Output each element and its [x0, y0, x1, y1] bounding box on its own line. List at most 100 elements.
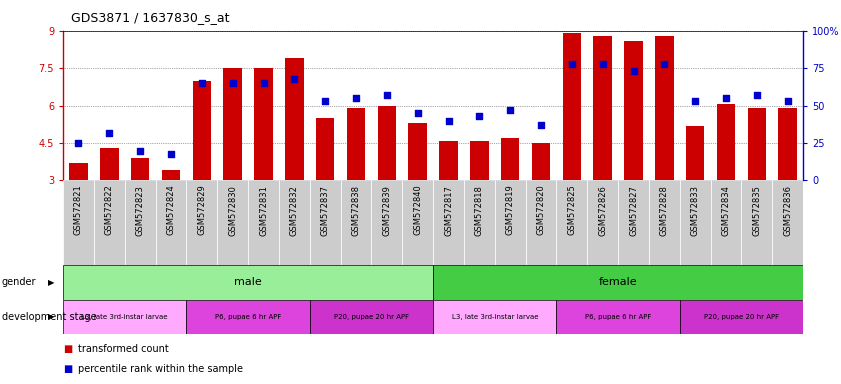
Bar: [316, 118, 335, 180]
Text: GSM572822: GSM572822: [105, 185, 114, 235]
Text: GSM572831: GSM572831: [259, 185, 268, 235]
Point: [164, 151, 177, 157]
Text: percentile rank within the sample: percentile rank within the sample: [78, 364, 243, 374]
Bar: [254, 68, 272, 180]
FancyBboxPatch shape: [680, 300, 803, 334]
FancyBboxPatch shape: [526, 180, 557, 265]
FancyBboxPatch shape: [680, 180, 711, 265]
Point: [596, 61, 610, 67]
Bar: [131, 158, 150, 180]
FancyBboxPatch shape: [464, 180, 495, 265]
Text: GSM572836: GSM572836: [783, 185, 792, 236]
FancyBboxPatch shape: [587, 180, 618, 265]
Point: [257, 80, 270, 86]
FancyBboxPatch shape: [557, 300, 680, 334]
Text: female: female: [599, 277, 637, 287]
Point: [781, 98, 795, 104]
Text: GSM572818: GSM572818: [475, 185, 484, 235]
FancyBboxPatch shape: [711, 180, 742, 265]
Text: GSM572827: GSM572827: [629, 185, 638, 235]
Text: transformed count: transformed count: [78, 344, 169, 354]
Text: GSM572820: GSM572820: [537, 185, 546, 235]
FancyBboxPatch shape: [557, 180, 587, 265]
FancyBboxPatch shape: [217, 180, 248, 265]
Point: [658, 61, 671, 67]
Text: GSM572830: GSM572830: [228, 185, 237, 235]
Point: [319, 98, 332, 104]
Text: GSM572837: GSM572837: [320, 185, 330, 236]
Text: ■: ■: [63, 364, 72, 374]
Text: development stage: development stage: [2, 312, 97, 322]
FancyBboxPatch shape: [187, 300, 309, 334]
Bar: [100, 148, 119, 180]
Text: P20, pupae 20 hr APF: P20, pupae 20 hr APF: [704, 314, 779, 320]
FancyBboxPatch shape: [742, 180, 772, 265]
Bar: [193, 81, 211, 180]
FancyBboxPatch shape: [94, 180, 124, 265]
Point: [689, 98, 702, 104]
Text: GDS3871 / 1637830_s_at: GDS3871 / 1637830_s_at: [71, 12, 230, 25]
Bar: [779, 108, 797, 180]
Bar: [563, 33, 581, 180]
FancyBboxPatch shape: [341, 180, 372, 265]
Point: [226, 80, 240, 86]
FancyBboxPatch shape: [433, 180, 464, 265]
Text: GSM572834: GSM572834: [722, 185, 731, 235]
Point: [750, 92, 764, 98]
FancyBboxPatch shape: [63, 300, 187, 334]
Text: GSM572832: GSM572832: [290, 185, 299, 235]
Point: [134, 147, 147, 154]
Text: ■: ■: [63, 344, 72, 354]
FancyBboxPatch shape: [156, 180, 187, 265]
Bar: [748, 108, 766, 180]
Text: GSM572824: GSM572824: [167, 185, 176, 235]
Bar: [532, 143, 550, 180]
Point: [473, 113, 486, 119]
Text: GSM572823: GSM572823: [135, 185, 145, 235]
Bar: [409, 123, 427, 180]
FancyBboxPatch shape: [187, 180, 217, 265]
Point: [411, 110, 425, 116]
Bar: [161, 170, 180, 180]
Text: ▶: ▶: [48, 278, 55, 287]
Text: P6, pupae 6 hr APF: P6, pupae 6 hr APF: [215, 314, 281, 320]
Point: [719, 95, 733, 101]
Point: [627, 68, 640, 74]
FancyBboxPatch shape: [279, 180, 309, 265]
FancyBboxPatch shape: [248, 180, 279, 265]
Bar: [378, 106, 396, 180]
Text: GSM572835: GSM572835: [753, 185, 761, 235]
Text: GSM572833: GSM572833: [690, 185, 700, 236]
FancyBboxPatch shape: [124, 180, 156, 265]
Point: [195, 80, 209, 86]
Bar: [717, 104, 735, 180]
Bar: [624, 41, 643, 180]
Bar: [224, 68, 242, 180]
Text: GSM572826: GSM572826: [598, 185, 607, 235]
FancyBboxPatch shape: [309, 180, 341, 265]
Text: P6, pupae 6 hr APF: P6, pupae 6 hr APF: [585, 314, 651, 320]
FancyBboxPatch shape: [63, 265, 433, 300]
Point: [349, 95, 362, 101]
Text: P20, pupae 20 hr APF: P20, pupae 20 hr APF: [334, 314, 409, 320]
Point: [103, 129, 116, 136]
FancyBboxPatch shape: [402, 180, 433, 265]
Bar: [594, 36, 612, 180]
Text: L3, late 3rd-instar larvae: L3, late 3rd-instar larvae: [452, 314, 538, 320]
Text: male: male: [235, 277, 262, 287]
Text: GSM572840: GSM572840: [413, 185, 422, 235]
Text: GSM572819: GSM572819: [505, 185, 515, 235]
Point: [504, 107, 517, 113]
Bar: [346, 108, 365, 180]
Point: [288, 76, 301, 82]
Bar: [655, 36, 674, 180]
Text: GSM572817: GSM572817: [444, 185, 453, 235]
Text: GSM572838: GSM572838: [352, 185, 361, 236]
FancyBboxPatch shape: [309, 300, 433, 334]
Bar: [439, 141, 458, 180]
Text: GSM572839: GSM572839: [383, 185, 391, 235]
Bar: [686, 126, 705, 180]
Point: [565, 61, 579, 67]
FancyBboxPatch shape: [433, 265, 803, 300]
Text: L3, late 3rd-instar larvae: L3, late 3rd-instar larvae: [82, 314, 168, 320]
